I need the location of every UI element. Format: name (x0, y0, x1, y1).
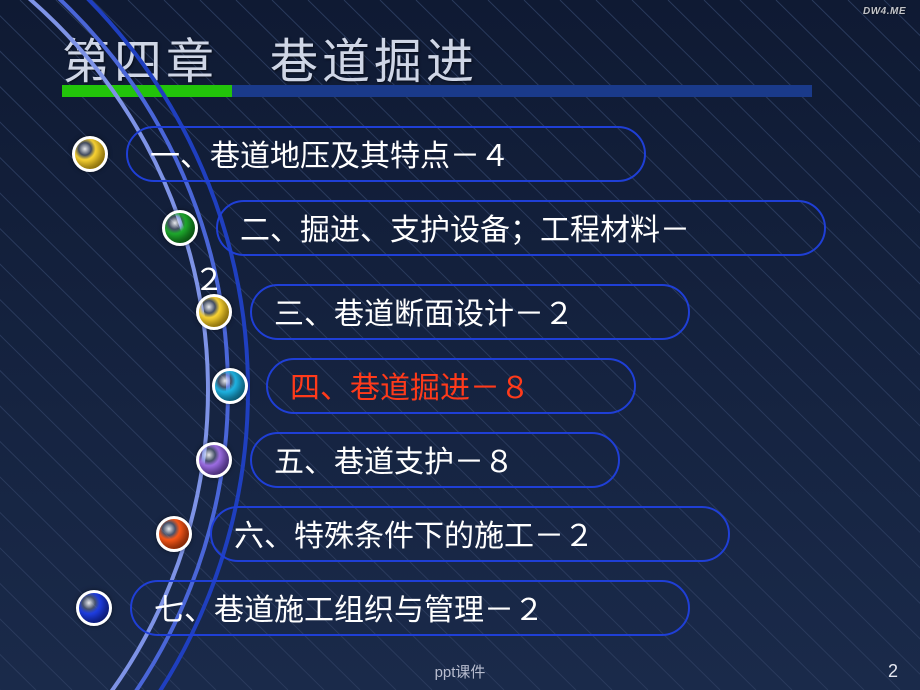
bullet-icon (196, 294, 232, 330)
toc-item-label: 三、巷道断面设计－２ (274, 298, 574, 331)
toc-item-label: 二、掘进、支护设备；工程材料－ (240, 214, 690, 247)
bullet-icon (156, 516, 192, 552)
footer-label: ppt课件 (0, 661, 920, 682)
item2-overflow-text: ２ (194, 255, 224, 299)
toc-item[interactable]: 二、掘进、支护设备；工程材料－ (162, 200, 826, 256)
toc-item-pill: 三、巷道断面设计－２ (250, 284, 690, 340)
toc-item[interactable]: 五、巷道支护－８ (196, 432, 620, 488)
toc-item[interactable]: 六、特殊条件下的施工－２ (156, 506, 730, 562)
toc-item[interactable]: 四、巷道掘进－８ (212, 358, 636, 414)
slide: DW4.ME 第四章 巷道掘进 一、巷道地压及其特点－４二、掘进、支护设备；工程… (0, 0, 920, 690)
page-number: 2 (888, 661, 898, 682)
bullet-icon (162, 210, 198, 246)
toc-item[interactable]: 七、巷道施工组织与管理－２ (76, 580, 690, 636)
toc-item-label: 七、巷道施工组织与管理－２ (154, 594, 544, 627)
bullet-icon (196, 442, 232, 478)
toc-item-pill: 七、巷道施工组织与管理－２ (130, 580, 690, 636)
toc-items: 一、巷道地压及其特点－４ 二、掘进、支护设备；工程材料－ 三、巷道断面设计－２ 四、巷… (0, 0, 920, 690)
toc-item-label: 一、巷道地压及其特点－４ (150, 140, 510, 173)
toc-item-pill: 一、巷道地压及其特点－４ (126, 126, 646, 182)
toc-item-label: 六、特殊条件下的施工－２ (234, 520, 594, 553)
toc-item[interactable]: 一、巷道地压及其特点－４ (72, 126, 646, 182)
toc-item-pill: 六、特殊条件下的施工－２ (210, 506, 730, 562)
bullet-icon (76, 590, 112, 626)
toc-item-label: 四、巷道掘进－８ (290, 372, 530, 405)
toc-item-pill: 二、掘进、支护设备；工程材料－ (216, 200, 826, 256)
toc-item-pill: 四、巷道掘进－８ (266, 358, 636, 414)
bullet-icon (212, 368, 248, 404)
bullet-icon (72, 136, 108, 172)
toc-item[interactable]: 三、巷道断面设计－２ (196, 284, 690, 340)
toc-item-pill: 五、巷道支护－８ (250, 432, 620, 488)
toc-item-label: 五、巷道支护－８ (274, 446, 514, 479)
